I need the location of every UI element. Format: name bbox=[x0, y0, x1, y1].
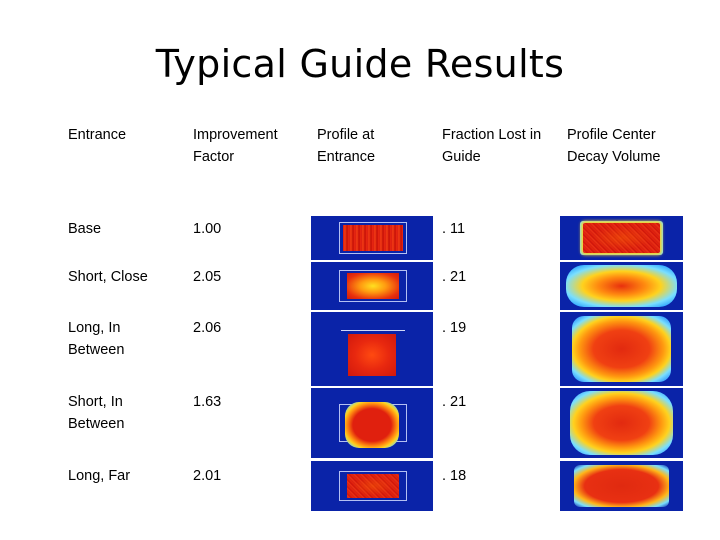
header-profile-center-decay: Profile Center Decay Volume bbox=[567, 127, 661, 165]
row-lost: . 21 bbox=[442, 269, 467, 285]
row-entrance: Short, Close bbox=[68, 269, 148, 285]
row-factor: 2.05 bbox=[193, 269, 222, 285]
row-lost: . 11 bbox=[442, 221, 466, 237]
row-factor: 1.63 bbox=[193, 394, 222, 410]
header-improvement-factor: Improvement Factor bbox=[193, 127, 278, 165]
profile-decay-image bbox=[560, 262, 683, 310]
row-entrance: Long, Far bbox=[68, 468, 131, 484]
row-factor: 1.00 bbox=[193, 221, 222, 237]
profile-entrance-image bbox=[311, 216, 433, 260]
profile-decay-image bbox=[560, 388, 683, 458]
header-entrance: Entrance bbox=[68, 127, 127, 143]
row-lost: . 19 bbox=[442, 320, 467, 336]
row-factor: 2.06 bbox=[193, 320, 222, 336]
profile-entrance-image bbox=[311, 388, 433, 458]
header-fraction-lost: Fraction Lost in Guide bbox=[442, 127, 542, 165]
slide-title: Typical Guide Results bbox=[155, 42, 565, 86]
profile-decay-image bbox=[560, 461, 683, 511]
row-entrance: Long, In Between bbox=[68, 320, 125, 358]
header-profile-at-entrance: Profile at Entrance bbox=[317, 127, 376, 165]
row-lost: . 18 bbox=[442, 468, 467, 484]
row-lost: . 21 bbox=[442, 394, 467, 410]
profile-entrance-image bbox=[311, 312, 433, 386]
profile-entrance-image bbox=[311, 262, 433, 310]
row-entrance: Short, In Between bbox=[68, 394, 125, 432]
profile-decay-image bbox=[560, 312, 683, 386]
row-entrance: Base bbox=[68, 221, 102, 237]
profile-decay-image bbox=[560, 216, 683, 260]
row-factor: 2.01 bbox=[193, 468, 222, 484]
profile-entrance-image bbox=[311, 461, 433, 511]
